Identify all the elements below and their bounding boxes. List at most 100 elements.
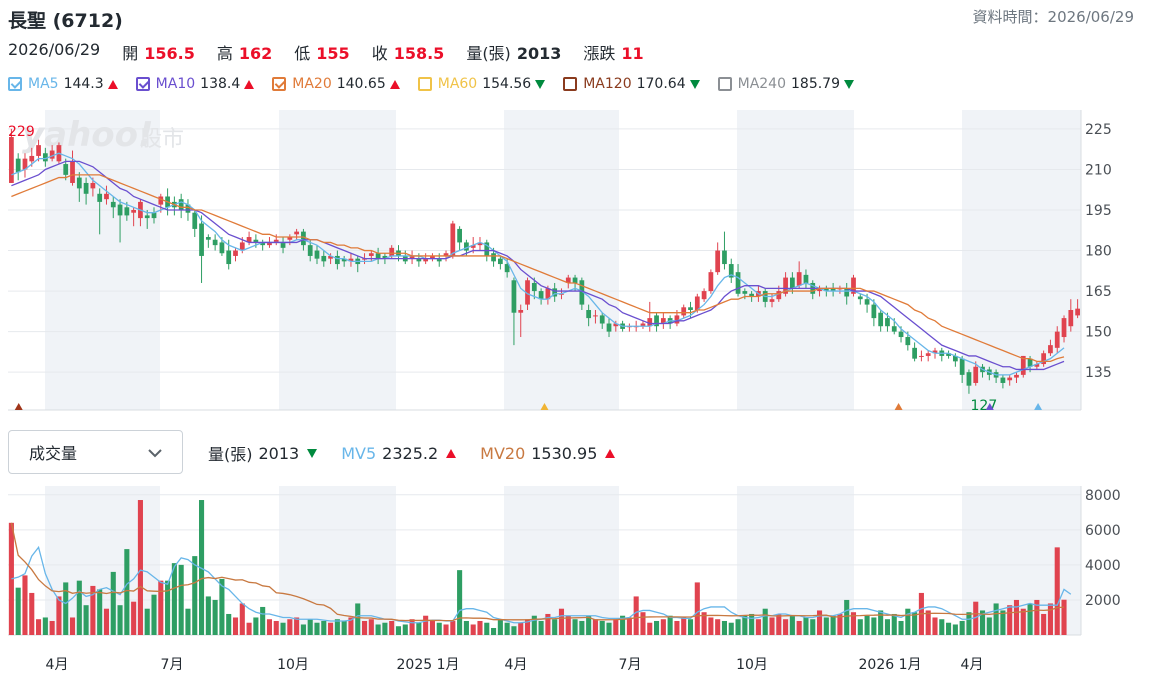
triangle-up-icon (244, 79, 255, 89)
volume-bar (592, 619, 598, 635)
volume-bar (1000, 610, 1006, 635)
checkbox-icon[interactable] (135, 77, 150, 91)
candle-body (260, 242, 266, 246)
candle (348, 253, 354, 267)
candle (1041, 350, 1047, 367)
candle-body (552, 288, 558, 297)
ma-legend-item-ma120[interactable]: MA120 170.64 (563, 76, 700, 92)
time-band (45, 110, 160, 410)
candle-body (749, 293, 755, 297)
checkbox-icon[interactable] (8, 77, 22, 91)
candle (919, 350, 924, 362)
ma-legend-item-ma60[interactable]: MA60 154.56 (417, 76, 546, 92)
candle-body (430, 255, 435, 259)
candle (973, 361, 979, 386)
volume-bar (694, 582, 700, 635)
volume-bar (803, 617, 809, 635)
indicator-dropdown[interactable]: 成交量 (8, 430, 183, 474)
candle-body (273, 239, 279, 243)
candle (63, 158, 69, 181)
candle-body (464, 242, 469, 251)
candle-body (450, 223, 456, 256)
low-label: 低 (294, 44, 311, 63)
volume-bar (1047, 603, 1053, 635)
candle (287, 234, 293, 246)
volume-bar (749, 613, 755, 635)
candle-body (518, 310, 524, 313)
candle-body (124, 207, 130, 216)
candle-body (76, 177, 82, 189)
candle (110, 196, 116, 219)
volume-bar (110, 571, 116, 635)
watermark-label: 股市 (140, 127, 184, 152)
candle-body (368, 253, 374, 256)
checkbox-icon[interactable] (717, 77, 732, 91)
volume-bar (158, 580, 164, 635)
candle (925, 350, 931, 362)
candle-body (654, 315, 659, 327)
volume-bar (586, 615, 592, 635)
data-timestamp: 資料時間：2026/06/29 (972, 8, 1134, 26)
candle-body (1034, 364, 1040, 367)
volume-bar (572, 619, 578, 635)
candle-body (606, 323, 612, 332)
volume-bar (361, 620, 368, 635)
y-tick-label: 225 (1085, 122, 1112, 138)
volume-bar (762, 608, 768, 635)
volume-bar (375, 624, 381, 635)
ma-legend-item-ma5[interactable]: MA5 144.3 (8, 76, 118, 92)
candle-body (334, 255, 340, 265)
candle (701, 288, 707, 302)
candle-body (83, 182, 89, 194)
volume-bar (477, 620, 483, 635)
candle (803, 269, 809, 289)
quote-close: 收 158.5 (372, 40, 445, 64)
checkbox-icon[interactable] (272, 77, 287, 91)
candle-body (117, 204, 123, 216)
candle-body (477, 242, 483, 246)
candle-body (104, 193, 109, 200)
candle (294, 228, 300, 240)
candle-body (925, 353, 931, 356)
candle-body (878, 312, 884, 327)
volume-bar (511, 626, 517, 635)
checkbox-icon[interactable] (563, 77, 578, 91)
volume-bar (1034, 599, 1040, 635)
volume-bar (620, 615, 626, 635)
change-value: 11 (621, 44, 644, 63)
volume-bar (755, 619, 761, 635)
candle (36, 139, 41, 162)
ma-legend-item-ma10[interactable]: MA10 138.4 (135, 76, 255, 92)
candle-body (416, 258, 422, 262)
volume-bar (1020, 608, 1026, 635)
candle-body (545, 288, 551, 300)
volume-bar (959, 620, 965, 635)
candle-body (22, 158, 28, 170)
candle (552, 282, 558, 302)
volume-bar (15, 587, 21, 635)
volume-bar (300, 624, 306, 635)
volume-bar (783, 619, 789, 635)
volume-bar (341, 620, 347, 635)
candle-body (769, 299, 775, 302)
ma-legend-item-ma20[interactable]: MA20 140.65 (272, 76, 400, 92)
ma-legend-item-ma240[interactable]: MA240 185.79 (717, 76, 854, 92)
candle-body (701, 291, 707, 300)
volume-legend-name: 量(張) (208, 445, 253, 464)
volume-bar (599, 620, 605, 635)
quote-summary: 2026/06/29 開 156.5 高 162 低 155 收 158.5 量(張) 2… (8, 40, 666, 64)
volume-bar (878, 610, 884, 635)
candle-body (42, 153, 48, 162)
checkbox-icon[interactable] (417, 77, 432, 91)
volume-bar (667, 615, 673, 635)
candle-body (294, 231, 300, 235)
candle-body (443, 253, 449, 256)
candle-body (267, 242, 272, 246)
signal-marker (985, 403, 994, 410)
candle (117, 199, 123, 243)
volume-bar (531, 615, 537, 635)
high-label: 高 (216, 44, 233, 63)
candle-body (1014, 374, 1019, 378)
y-tick-label: 4000 (1085, 558, 1121, 574)
candle-body (9, 137, 14, 183)
